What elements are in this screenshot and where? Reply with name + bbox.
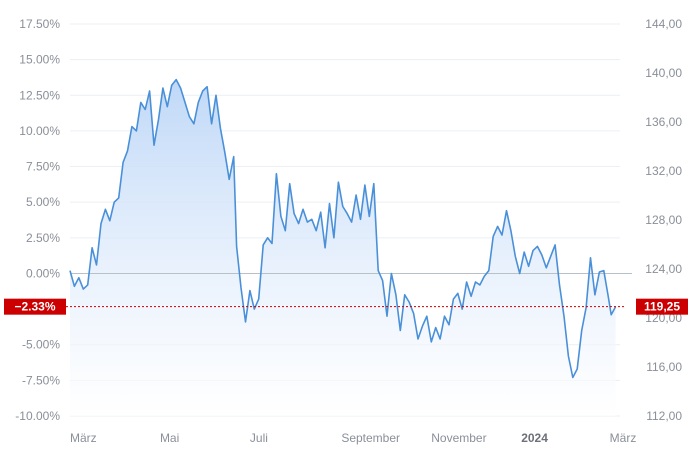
right-tick-label: 124,00 bbox=[645, 262, 682, 276]
left-tick-label: 2.50% bbox=[26, 231, 60, 245]
current-percent-label: −2.33% bbox=[14, 300, 55, 314]
left-tick-label: 7.50% bbox=[26, 160, 60, 174]
plot-area bbox=[69, 78, 632, 416]
x-tick-label: März bbox=[610, 431, 637, 445]
current-percent-tag bbox=[4, 298, 66, 315]
right-tick-label: 144,00 bbox=[645, 17, 682, 31]
x-tick-label: September bbox=[341, 431, 400, 445]
left-tick-label: 5.00% bbox=[26, 195, 60, 209]
x-tick-label: März bbox=[70, 431, 97, 445]
left-tick-label: -7.50% bbox=[22, 373, 60, 387]
left-tick-label: 12.50% bbox=[19, 88, 60, 102]
left-tick-label: 17.50% bbox=[19, 17, 60, 31]
right-tick-label: 112,00 bbox=[646, 409, 682, 423]
series-area bbox=[70, 79, 616, 416]
x-tick-label: 2024 bbox=[521, 431, 548, 445]
right-tick-label: 132,00 bbox=[645, 164, 682, 178]
current-price-label: 119,25 bbox=[644, 300, 680, 314]
x-tick-label: November bbox=[431, 431, 486, 445]
right-tick-label: 136,00 bbox=[645, 115, 682, 129]
right-axis: 144,00140,00136,00132,00128,00124,00120,… bbox=[645, 17, 682, 423]
left-axis: 17.50% 15.00% 12.50% 10.00% 7.50% 5.00% 2.50% 0… bbox=[15, 17, 60, 423]
x-axis: März Mai Juli September November 2024 März bbox=[70, 431, 636, 445]
right-tick-label: 116,00 bbox=[646, 360, 682, 374]
current-price-tag bbox=[636, 298, 688, 315]
x-tick-label: Mai bbox=[160, 431, 179, 445]
right-tick-label: 128,00 bbox=[645, 213, 682, 227]
x-tick-label: Juli bbox=[250, 431, 268, 445]
current-value-tags: −2.33% 119,25 bbox=[4, 298, 688, 315]
left-tick-label: 0.00% bbox=[26, 266, 60, 280]
left-tick-label: 10.00% bbox=[19, 124, 60, 138]
left-tick-label: -10.00% bbox=[15, 409, 60, 423]
series-line bbox=[69, 78, 617, 379]
left-tick-label: 15.00% bbox=[19, 53, 60, 67]
left-tick-label: -5.00% bbox=[22, 338, 60, 352]
right-tick-label: 140,00 bbox=[645, 66, 682, 80]
